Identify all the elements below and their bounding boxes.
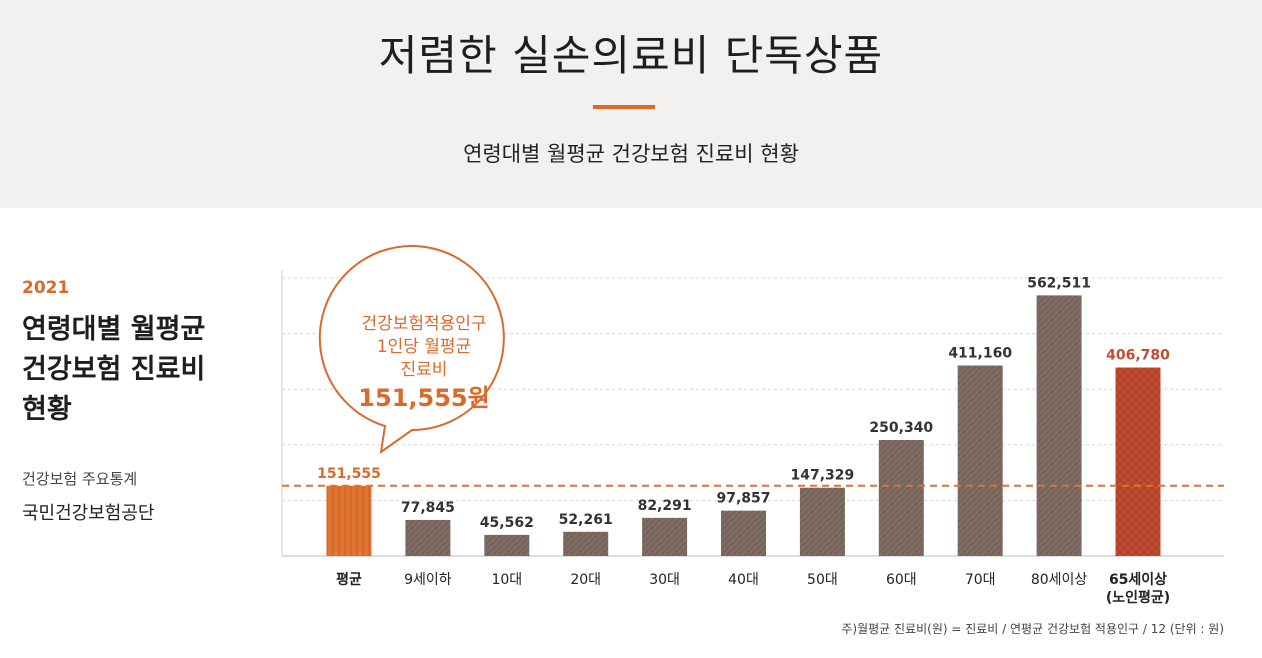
category-label: 50대 xyxy=(807,572,838,588)
category-label: 70대 xyxy=(965,572,996,588)
category-label: (노인평균) xyxy=(1106,589,1170,606)
category-label: 60대 xyxy=(886,572,917,588)
bar-4 xyxy=(642,517,688,556)
category-label: 9세이하 xyxy=(404,572,452,588)
bar-8 xyxy=(957,365,1003,556)
bar-chart: 151,555 77,845 45,562 52,261 82,291 97,857 147… xyxy=(281,245,1224,606)
side-heading-line: 연령대별 월평균 xyxy=(22,314,206,345)
bar-0 xyxy=(326,485,372,556)
title-divider xyxy=(593,105,655,109)
side-heading-line: 건강보험 진료비 xyxy=(22,354,206,385)
category-label: 40대 xyxy=(728,572,759,588)
category-label: 80세이상 xyxy=(1031,572,1088,588)
callout-bubble xyxy=(318,245,505,455)
bar-value-label: 151,555 xyxy=(317,466,381,482)
bar-value-label: 97,857 xyxy=(716,491,770,507)
callout-line: 건강보험적용인구 xyxy=(361,314,486,334)
side-heading-line: 현황 xyxy=(22,394,72,425)
page-title: 저렴한 실손의료비 단독상품 xyxy=(378,31,884,80)
callout-amount: 151,555원 xyxy=(358,384,489,412)
bar-value-label: 52,261 xyxy=(559,512,613,528)
bar-5 xyxy=(721,510,766,556)
callout-line: 1인당 월평균 xyxy=(377,337,471,357)
page-subtitle: 연령대별 월평균 건강보험 진료비 현황 xyxy=(463,142,799,166)
side-heading: 연령대별 월평균 건강보험 진료비 현황 xyxy=(22,310,262,430)
bar-10 xyxy=(1115,367,1161,556)
chart-side-panel: 2021 연령대별 월평균 건강보험 진료비 현황 건강보험 주요통계 국민건강… xyxy=(22,278,262,525)
bar-9 xyxy=(1036,295,1082,556)
bar-value-label: 406,780 xyxy=(1106,348,1170,364)
bar-value-label: 45,562 xyxy=(480,515,534,531)
bar-7 xyxy=(878,440,924,556)
chart-footnote: 주)월평균 진료비(원) = 진료비 / 연평균 건강보험 적용인구 / 12 … xyxy=(841,622,1224,636)
page-header: 저렴한 실손의료비 단독상품 연령대별 월평균 건강보험 진료비 현황 xyxy=(0,0,1262,208)
bar-value-label: 562,511 xyxy=(1027,275,1091,291)
category-label: 65세이상 xyxy=(1109,571,1167,588)
callout-line: 진료비 xyxy=(401,360,448,380)
side-year: 2021 xyxy=(22,278,70,298)
category-label: 20대 xyxy=(570,572,601,588)
bar-6 xyxy=(799,487,845,556)
bar-value-label: 411,160 xyxy=(948,345,1012,361)
category-label: 10대 xyxy=(491,572,522,588)
bar-3 xyxy=(563,531,609,556)
bar-1 xyxy=(405,519,451,556)
category-label: 30대 xyxy=(649,572,680,588)
category-label: 평균 xyxy=(336,571,362,588)
bar-2 xyxy=(484,534,530,556)
bar-value-label: 147,329 xyxy=(791,468,855,484)
average-callout: 건강보험적용인구 1인당 월평균 진료비 151,555원 xyxy=(318,245,505,455)
side-source-org: 국민건강보험공단 xyxy=(22,503,155,524)
bar-value-label: 77,845 xyxy=(401,500,455,516)
bar-value-label: 250,340 xyxy=(869,420,933,436)
bar-value-label: 82,291 xyxy=(638,498,692,514)
side-source: 건강보험 주요통계 xyxy=(22,470,138,488)
